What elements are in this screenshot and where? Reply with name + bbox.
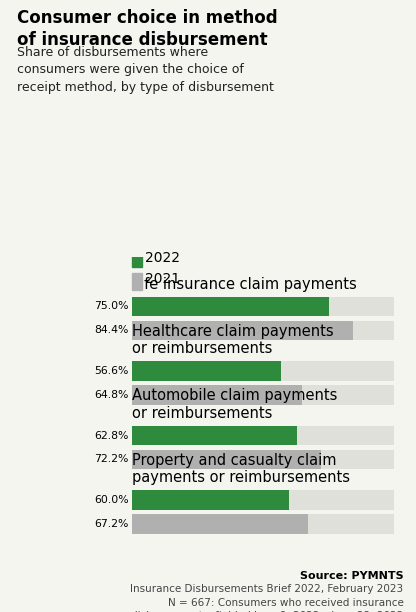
Bar [132,321,394,340]
Text: 56.6%: 56.6% [94,366,129,376]
Text: 60.0%: 60.0% [94,495,129,505]
Bar [132,321,353,340]
Text: 62.8%: 62.8% [94,431,129,441]
Bar [132,250,141,267]
Text: 72.2%: 72.2% [94,455,129,465]
Text: Automobile claim payments
or reimbursements: Automobile claim payments or reimburseme… [132,388,338,420]
Text: Life insurance claim payments: Life insurance claim payments [132,277,357,291]
Bar [132,361,394,381]
Bar [132,297,329,316]
Bar [132,426,394,446]
Text: Consumer choice in method
of insurance disbursement: Consumer choice in method of insurance d… [17,9,277,49]
Bar [132,514,308,534]
Bar [132,426,297,446]
Text: disbursements, fielded June 9, 2022 – June 22, 2022: disbursements, fielded June 9, 2022 – Ju… [131,611,404,612]
Text: 75.0%: 75.0% [94,302,129,312]
Text: 84.4%: 84.4% [94,326,129,335]
Bar [132,273,141,289]
Text: N = 667: Consumers who received insurance: N = 667: Consumers who received insuranc… [168,598,404,608]
Bar [132,297,394,316]
Bar [132,450,394,469]
Text: Healthcare claim payments
or reimbursements: Healthcare claim payments or reimburseme… [132,324,334,356]
Bar [132,385,394,405]
Bar [132,385,302,405]
Text: Source: PYMNTS: Source: PYMNTS [300,571,404,581]
Text: 64.8%: 64.8% [94,390,129,400]
Bar [132,361,280,381]
Text: 2021: 2021 [145,272,180,286]
Bar [132,490,394,510]
Bar [132,450,322,469]
Text: 2022: 2022 [145,252,180,266]
Text: Property and casualty claim
payments or reimbursements: Property and casualty claim payments or … [132,453,350,485]
Bar [132,514,394,534]
Text: Share of disbursements where
consumers were given the choice of
receipt method, : Share of disbursements where consumers w… [17,46,273,94]
Text: 67.2%: 67.2% [94,519,129,529]
Bar [132,490,290,510]
Text: Insurance Disbursements Brief 2022, February 2023: Insurance Disbursements Brief 2022, Febr… [130,584,404,594]
